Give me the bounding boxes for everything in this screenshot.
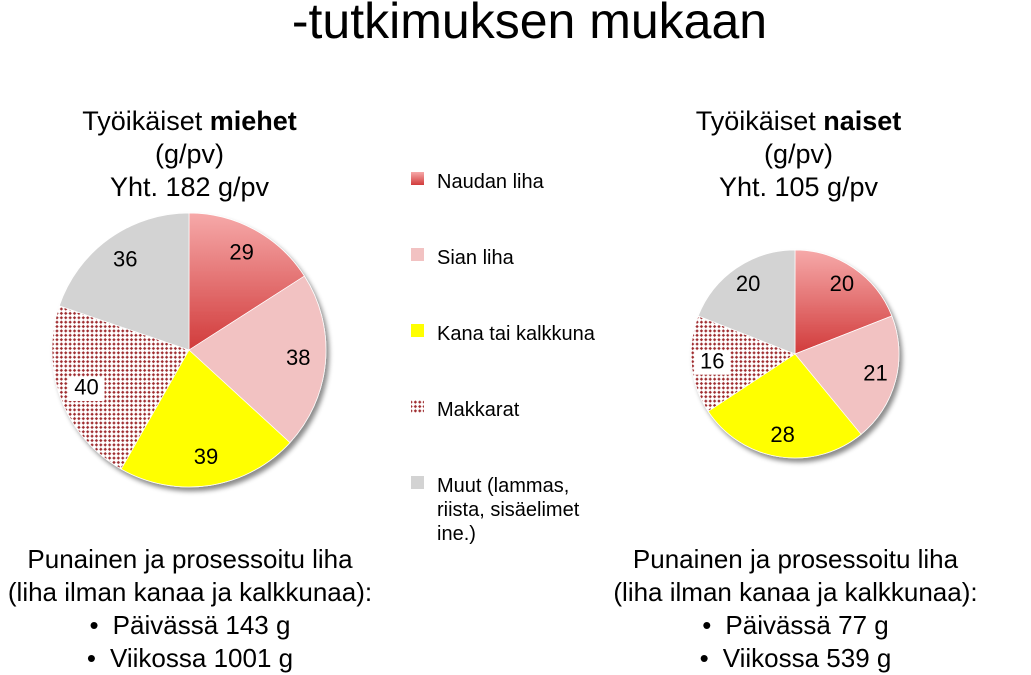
- svg-text:21: 21: [863, 361, 887, 386]
- svg-text:39: 39: [194, 444, 218, 469]
- svg-text:40: 40: [74, 375, 98, 400]
- svg-text:20: 20: [736, 271, 760, 296]
- svg-text:36: 36: [113, 247, 137, 272]
- svg-text:28: 28: [770, 422, 794, 447]
- svg-text:38: 38: [286, 345, 310, 370]
- svg-text:20: 20: [830, 271, 854, 296]
- svg-text:29: 29: [229, 240, 253, 265]
